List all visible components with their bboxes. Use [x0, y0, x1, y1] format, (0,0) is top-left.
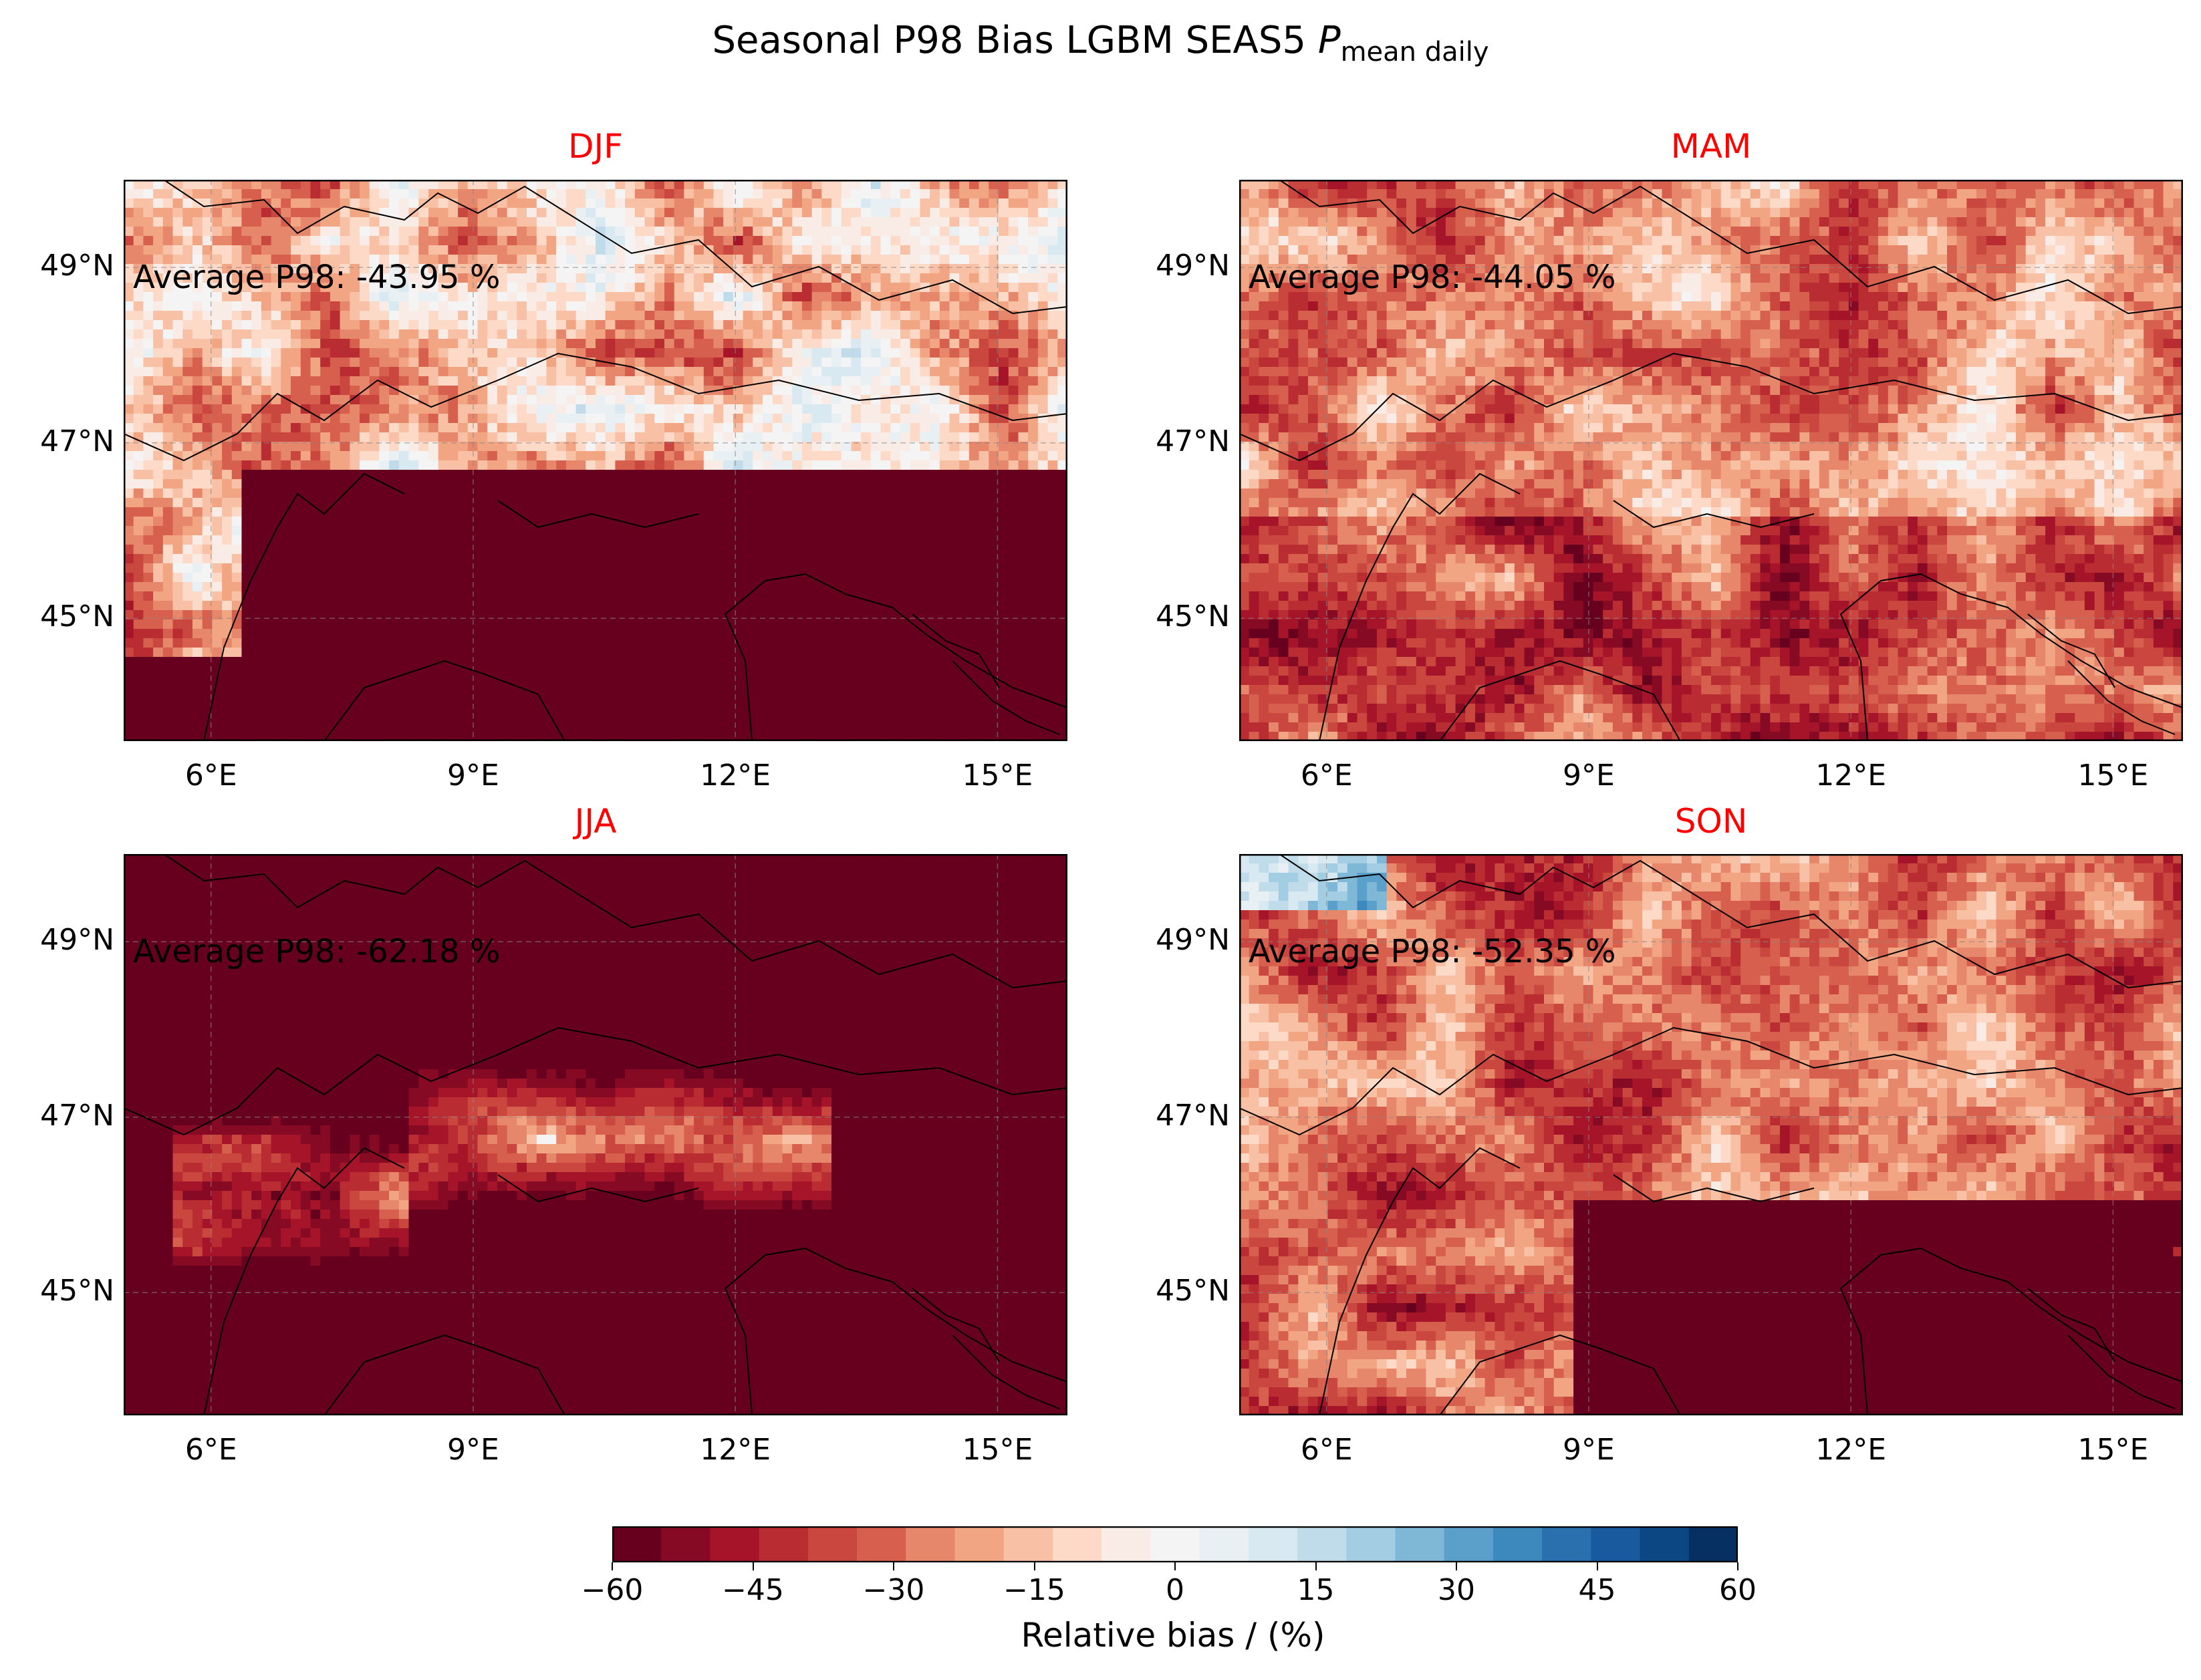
colorbar-segment	[1248, 1526, 1298, 1562]
colorbar-tick-label: 0	[1122, 1573, 1228, 1607]
colorbar-segment	[1395, 1526, 1445, 1562]
colorbar-label: Relative bias / (%)	[0, 1616, 2201, 1655]
colorbar-segment	[1591, 1526, 1641, 1562]
panel-title: MAM	[1611, 127, 1811, 166]
lon-tick-label: 15°E	[2059, 758, 2166, 793]
colorbar-tick-mark	[1456, 1562, 1457, 1570]
colorbar-segment	[1542, 1526, 1592, 1562]
colorbar-segment	[1688, 1526, 1738, 1562]
colorbar-tick-mark	[1596, 1562, 1598, 1570]
average-p98-label: Average P98: -62.18 %	[133, 933, 500, 970]
colorbar-tick-mark	[752, 1562, 754, 1570]
bias-field-map	[1239, 180, 2183, 741]
average-p98-label: Average P98: -52.35 %	[1249, 933, 1615, 970]
colorbar-tick-mark	[1315, 1562, 1317, 1570]
lon-tick-label: 12°E	[1797, 758, 1904, 793]
lat-tick-label: 49°N	[23, 923, 114, 957]
bias-field-map	[1239, 854, 2183, 1415]
title-subscript: mean daily	[1341, 37, 1489, 67]
colorbar-tick-mark	[612, 1562, 613, 1570]
colorbar-tick-mark	[1033, 1562, 1035, 1570]
lon-tick-label: 6°E	[1273, 1433, 1380, 1467]
colorbar-segment	[661, 1526, 711, 1562]
lat-tick-label: 47°N	[1139, 424, 1230, 458]
lat-tick-label: 45°N	[1139, 1274, 1230, 1308]
colorbar	[612, 1526, 1738, 1562]
title-symbol: P	[1318, 19, 1341, 62]
lat-tick-label: 49°N	[1139, 923, 1230, 957]
average-p98-label: Average P98: -44.05 %	[1249, 259, 1615, 296]
colorbar-segment	[612, 1526, 662, 1562]
colorbar-tick-label: 15	[1263, 1573, 1370, 1607]
colorbar-segment	[1493, 1526, 1543, 1562]
figure-title: Seasonal P98 Bias LGBM SEAS5 Pmean daily	[0, 19, 2201, 67]
title-text: Seasonal P98 Bias LGBM SEAS5	[712, 19, 1317, 62]
lon-tick-label: 6°E	[158, 1433, 265, 1467]
lon-tick-label: 9°E	[1535, 1433, 1642, 1467]
colorbar-tick-mark	[1174, 1562, 1176, 1570]
colorbar-segment	[1640, 1526, 1690, 1562]
colorbar-segment	[857, 1526, 907, 1562]
colorbar-tick-label: 60	[1684, 1573, 1791, 1607]
colorbar-tick-label: 45	[1544, 1573, 1651, 1607]
lat-tick-label: 49°N	[1139, 249, 1230, 283]
lat-tick-label: 45°N	[1139, 599, 1230, 634]
colorbar-tick-label: 30	[1403, 1573, 1510, 1607]
colorbar-tick-label: −45	[700, 1573, 807, 1607]
lat-tick-label: 47°N	[23, 1099, 114, 1133]
colorbar-segment	[1346, 1526, 1396, 1562]
colorbar-segment	[1102, 1526, 1152, 1562]
colorbar-segment	[1297, 1526, 1347, 1562]
colorbar-tick-mark	[1737, 1562, 1738, 1570]
lat-tick-label: 47°N	[23, 424, 114, 458]
average-p98-label: Average P98: -43.95 %	[133, 259, 500, 296]
lon-tick-label: 12°E	[682, 758, 789, 793]
colorbar-segment	[1199, 1526, 1249, 1562]
lat-tick-label: 45°N	[23, 599, 114, 634]
colorbar-segment	[759, 1526, 809, 1562]
colorbar-segment	[1150, 1526, 1200, 1562]
colorbar-tick-label: −60	[559, 1573, 666, 1607]
lon-tick-label: 15°E	[2059, 1433, 2166, 1467]
colorbar-segment	[1052, 1526, 1102, 1562]
colorbar-segment	[710, 1526, 760, 1562]
colorbar-segment	[954, 1526, 1005, 1562]
panel-title: DJF	[495, 127, 696, 166]
colorbar-tick-label: −30	[840, 1573, 947, 1607]
lon-tick-label: 12°E	[682, 1433, 789, 1467]
colorbar-segment	[807, 1526, 858, 1562]
bias-field-map	[124, 180, 1067, 741]
lon-tick-label: 6°E	[1273, 758, 1380, 793]
lat-tick-label: 47°N	[1139, 1099, 1230, 1133]
bias-field-map	[124, 854, 1067, 1415]
lon-tick-label: 15°E	[944, 758, 1051, 793]
lon-tick-label: 12°E	[1797, 1433, 1904, 1467]
colorbar-segment	[1003, 1526, 1053, 1562]
colorbar-tick-label: −15	[981, 1573, 1088, 1607]
lon-tick-label: 6°E	[158, 758, 265, 793]
colorbar-tick-mark	[893, 1562, 894, 1570]
lon-tick-label: 9°E	[1535, 758, 1642, 793]
lat-tick-label: 45°N	[23, 1274, 114, 1308]
lat-tick-label: 49°N	[23, 249, 114, 283]
lon-tick-label: 9°E	[420, 1433, 527, 1467]
panel-title: SON	[1611, 802, 1811, 841]
lon-tick-label: 15°E	[944, 1433, 1051, 1467]
colorbar-segment	[906, 1526, 956, 1562]
colorbar-segment	[1444, 1526, 1494, 1562]
lon-tick-label: 9°E	[420, 758, 527, 793]
panel-title: JJA	[495, 802, 696, 841]
